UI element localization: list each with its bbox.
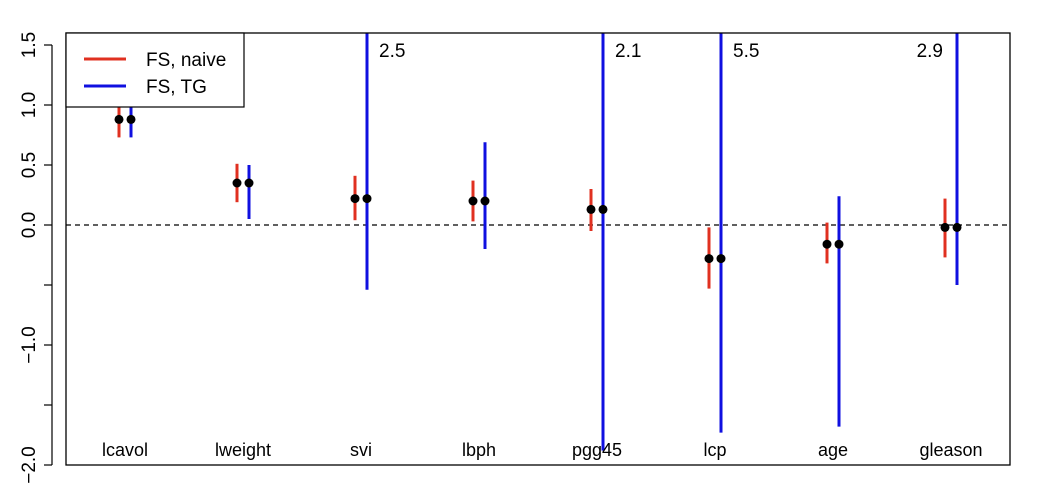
category-label-pgg45: pgg45 — [572, 440, 622, 460]
category-label-age: age — [818, 440, 848, 460]
y-tick-label: −1.0 — [19, 326, 40, 364]
y-tick-label: 1.0 — [19, 92, 40, 118]
estimate-point-naive-gleason — [940, 222, 950, 232]
legend-label-naive: FS, naive — [146, 50, 226, 71]
annotations: 2.5 2.1 5.5 2.9 — [379, 41, 943, 62]
estimate-point-tg-lcavol — [126, 114, 136, 124]
truncation-annotation-svi: 2.5 — [379, 41, 405, 62]
truncation-annotation-lcp: 5.5 — [733, 41, 759, 62]
estimate-point-tg-lbph — [480, 196, 490, 206]
y-tick-label: −2.0 — [19, 446, 40, 484]
y-tick-label: 1.5 — [19, 32, 40, 58]
estimate-point-tg-lcp — [716, 254, 726, 264]
truncation-annotation-pgg45: 2.1 — [615, 41, 641, 62]
estimate-point-tg-gleason — [952, 222, 962, 232]
estimate-point-naive-age — [822, 239, 832, 249]
estimate-point-tg-svi — [362, 194, 372, 204]
category-label-lcavol: lcavol — [102, 440, 148, 460]
estimate-point-tg-age — [834, 239, 844, 249]
category-label-lbph: lbph — [462, 440, 496, 460]
category-labels: lcavol lweight svi lbph pgg45 lcp age gleason — [102, 440, 983, 460]
estimate-point-naive-lweight — [232, 178, 242, 188]
estimate-point-tg-lweight — [244, 178, 254, 188]
estimate-point-naive-pgg45 — [586, 204, 596, 214]
truncation-annotation-gleason: 2.9 — [917, 41, 943, 62]
category-label-lcp: lcp — [703, 440, 726, 460]
estimate-point-naive-svi — [350, 194, 360, 204]
legend-label-tg: FS, TG — [146, 77, 207, 98]
estimate-point-naive-lcp — [704, 254, 714, 264]
interval-marks — [114, 33, 962, 451]
plot-frame — [65, 32, 1011, 466]
y-tick-label: 0.0 — [19, 212, 40, 238]
category-label-lweight: lweight — [215, 440, 271, 460]
category-label-gleason: gleason — [919, 440, 982, 460]
legend-box — [65, 32, 245, 108]
estimate-point-naive-lcavol — [114, 114, 124, 124]
category-label-svi: svi — [350, 440, 372, 460]
estimate-point-naive-lbph — [468, 196, 478, 206]
estimate-point-tg-pgg45 — [598, 204, 608, 214]
y-axis: −2.0 −1.0 0.0 0.5 1.0 1.5 — [19, 32, 53, 484]
legend: FS, naive FS, TG — [65, 32, 245, 108]
y-tick-label: 0.5 — [19, 152, 40, 178]
